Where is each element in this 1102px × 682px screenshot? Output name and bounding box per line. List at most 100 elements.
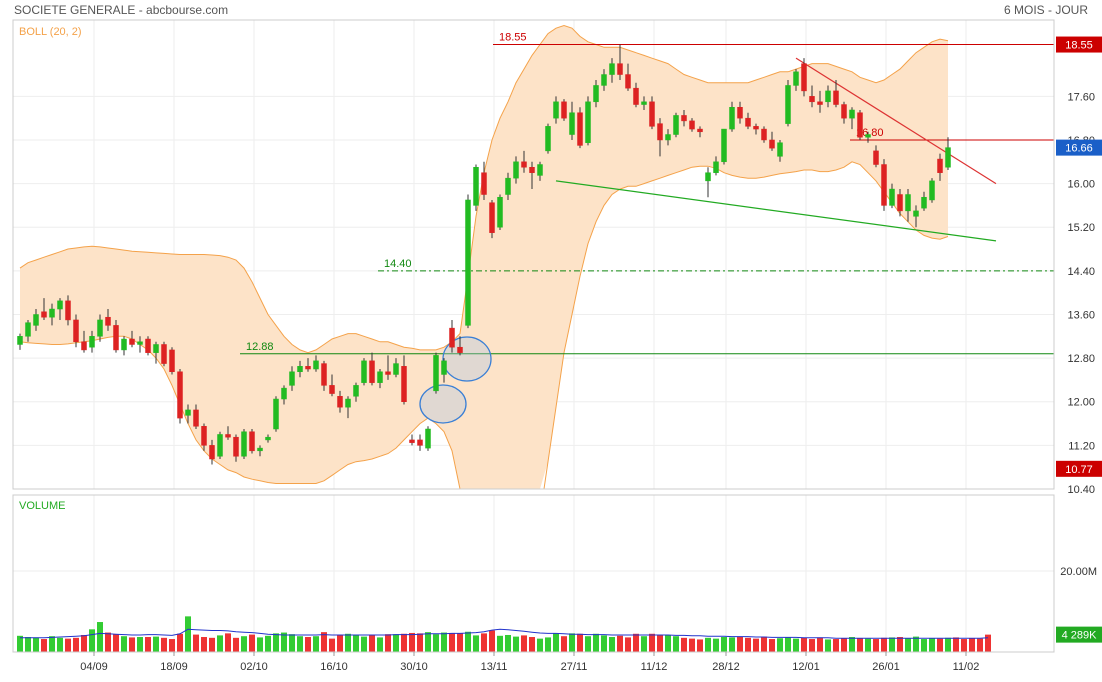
- volume-bar: [689, 638, 695, 652]
- candle-body: [649, 101, 655, 127]
- candle-body: [441, 360, 447, 375]
- candle-body: [481, 172, 487, 195]
- volume-tag-label: 4 289K: [1062, 630, 1098, 642]
- candle-body: [225, 434, 231, 438]
- volume-bar: [921, 639, 927, 652]
- candle-body: [161, 344, 167, 364]
- lower-band-line: [19, 161, 949, 489]
- volume-bar: [649, 633, 655, 652]
- candle-body: [153, 344, 159, 353]
- volume-bar: [361, 636, 367, 652]
- candle-body: [817, 101, 823, 105]
- volume-bar: [889, 637, 895, 652]
- volume-bar: [729, 637, 735, 652]
- candle-body: [521, 161, 527, 168]
- volume-bar: [273, 633, 279, 652]
- candle-body: [921, 196, 927, 209]
- candle-body: [137, 341, 143, 345]
- candle-body: [65, 300, 71, 321]
- price-panel-frame: [12, 19, 1055, 490]
- volume-bar: [609, 637, 615, 652]
- candle-body: [329, 385, 335, 394]
- volume-bar: [97, 622, 103, 652]
- annotation-circle: [442, 336, 492, 382]
- candle-body: [457, 346, 463, 353]
- candle-body: [337, 396, 343, 408]
- volume-bar: [985, 634, 991, 652]
- volume-bar: [81, 634, 87, 652]
- volume-bar: [193, 634, 199, 652]
- x-tick-label: 13/11: [481, 661, 508, 673]
- volume-bar: [225, 633, 231, 652]
- volume-bar: [737, 637, 743, 652]
- volume-bar: [425, 632, 431, 652]
- candle-body: [177, 371, 183, 419]
- candle-body: [929, 180, 935, 201]
- candle-body: [41, 311, 47, 318]
- candle-body: [641, 101, 647, 105]
- x-tick-label: 11/12: [641, 661, 668, 673]
- volume-bar: [401, 633, 407, 652]
- volume-bar: [153, 636, 159, 652]
- volume-panel-frame: [12, 494, 1055, 653]
- candle-body: [721, 128, 727, 163]
- candle-body: [881, 164, 887, 206]
- volume-bar: [545, 637, 551, 652]
- volume-bar: [953, 637, 959, 652]
- x-tick-label: 27/11: [561, 661, 588, 673]
- candle-body: [729, 107, 735, 130]
- volume-bar: [961, 639, 967, 652]
- volume-bar: [177, 633, 183, 652]
- x-tick-label: 28/12: [712, 661, 740, 673]
- price-tag-label: 18.55: [1065, 40, 1093, 52]
- volume-bar: [217, 635, 223, 652]
- volume-tag: [1056, 626, 1102, 643]
- volume-bar: [113, 634, 119, 652]
- candle-body: [465, 199, 471, 326]
- candle-body: [313, 360, 319, 370]
- y-tick-label: 15.20: [1067, 222, 1095, 234]
- volume-bar: [73, 637, 79, 652]
- candle-body: [825, 90, 831, 103]
- candle-body: [17, 336, 23, 345]
- volume-bar: [593, 633, 599, 652]
- candle-body: [665, 134, 671, 141]
- candle-body: [713, 161, 719, 173]
- volume-bar: [569, 633, 575, 652]
- candle-body: [601, 74, 607, 86]
- candle-body: [945, 147, 951, 168]
- trendline: [555, 180, 997, 242]
- price-tag: [1056, 139, 1102, 156]
- candle-body: [193, 409, 199, 427]
- candle-body: [569, 112, 575, 135]
- candle-body: [129, 338, 135, 345]
- volume-bar: [345, 633, 351, 652]
- x-tick-label: 11/02: [953, 661, 980, 673]
- volume-bar: [857, 638, 863, 652]
- candle-body: [857, 112, 863, 138]
- volume-bar: [233, 637, 239, 652]
- candle-body: [865, 134, 871, 138]
- indicator-label-boll: BOLL (20, 2): [19, 26, 82, 38]
- volume-bar: [641, 636, 647, 652]
- candle-body: [113, 325, 119, 351]
- volume-bar: [945, 637, 951, 652]
- candle-body: [937, 158, 943, 173]
- volume-bar: [633, 633, 639, 652]
- volume-bar: [849, 637, 855, 652]
- volume-bar: [497, 635, 503, 652]
- candle-body: [353, 385, 359, 397]
- candle-body: [249, 431, 255, 452]
- volume-bar: [129, 637, 135, 652]
- volume-bar: [777, 638, 783, 652]
- volume-bar: [977, 638, 983, 652]
- volume-bar: [457, 633, 463, 652]
- volume-bar: [33, 637, 39, 652]
- volume-bar: [529, 637, 535, 652]
- x-tick-label: 02/10: [240, 661, 268, 673]
- candle-body: [233, 436, 239, 457]
- volume-bar: [841, 638, 847, 652]
- volume-bar: [721, 637, 727, 652]
- candle-body: [633, 87, 639, 105]
- volume-bar: [665, 634, 671, 652]
